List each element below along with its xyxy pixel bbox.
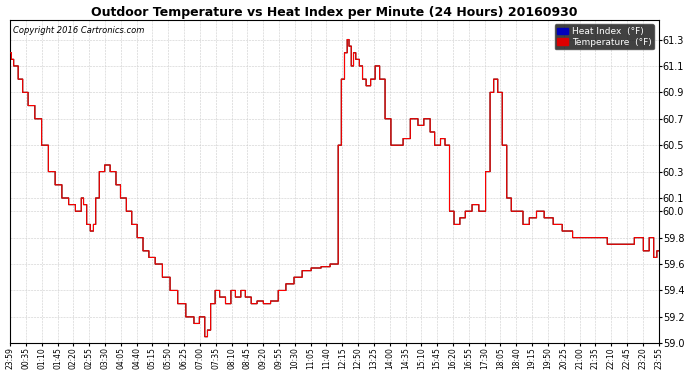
Legend: Heat Index  (°F), Temperature  (°F): Heat Index (°F), Temperature (°F) xyxy=(555,24,654,50)
Title: Outdoor Temperature vs Heat Index per Minute (24 Hours) 20160930: Outdoor Temperature vs Heat Index per Mi… xyxy=(91,6,578,18)
Text: Copyright 2016 Cartronics.com: Copyright 2016 Cartronics.com xyxy=(13,26,145,35)
